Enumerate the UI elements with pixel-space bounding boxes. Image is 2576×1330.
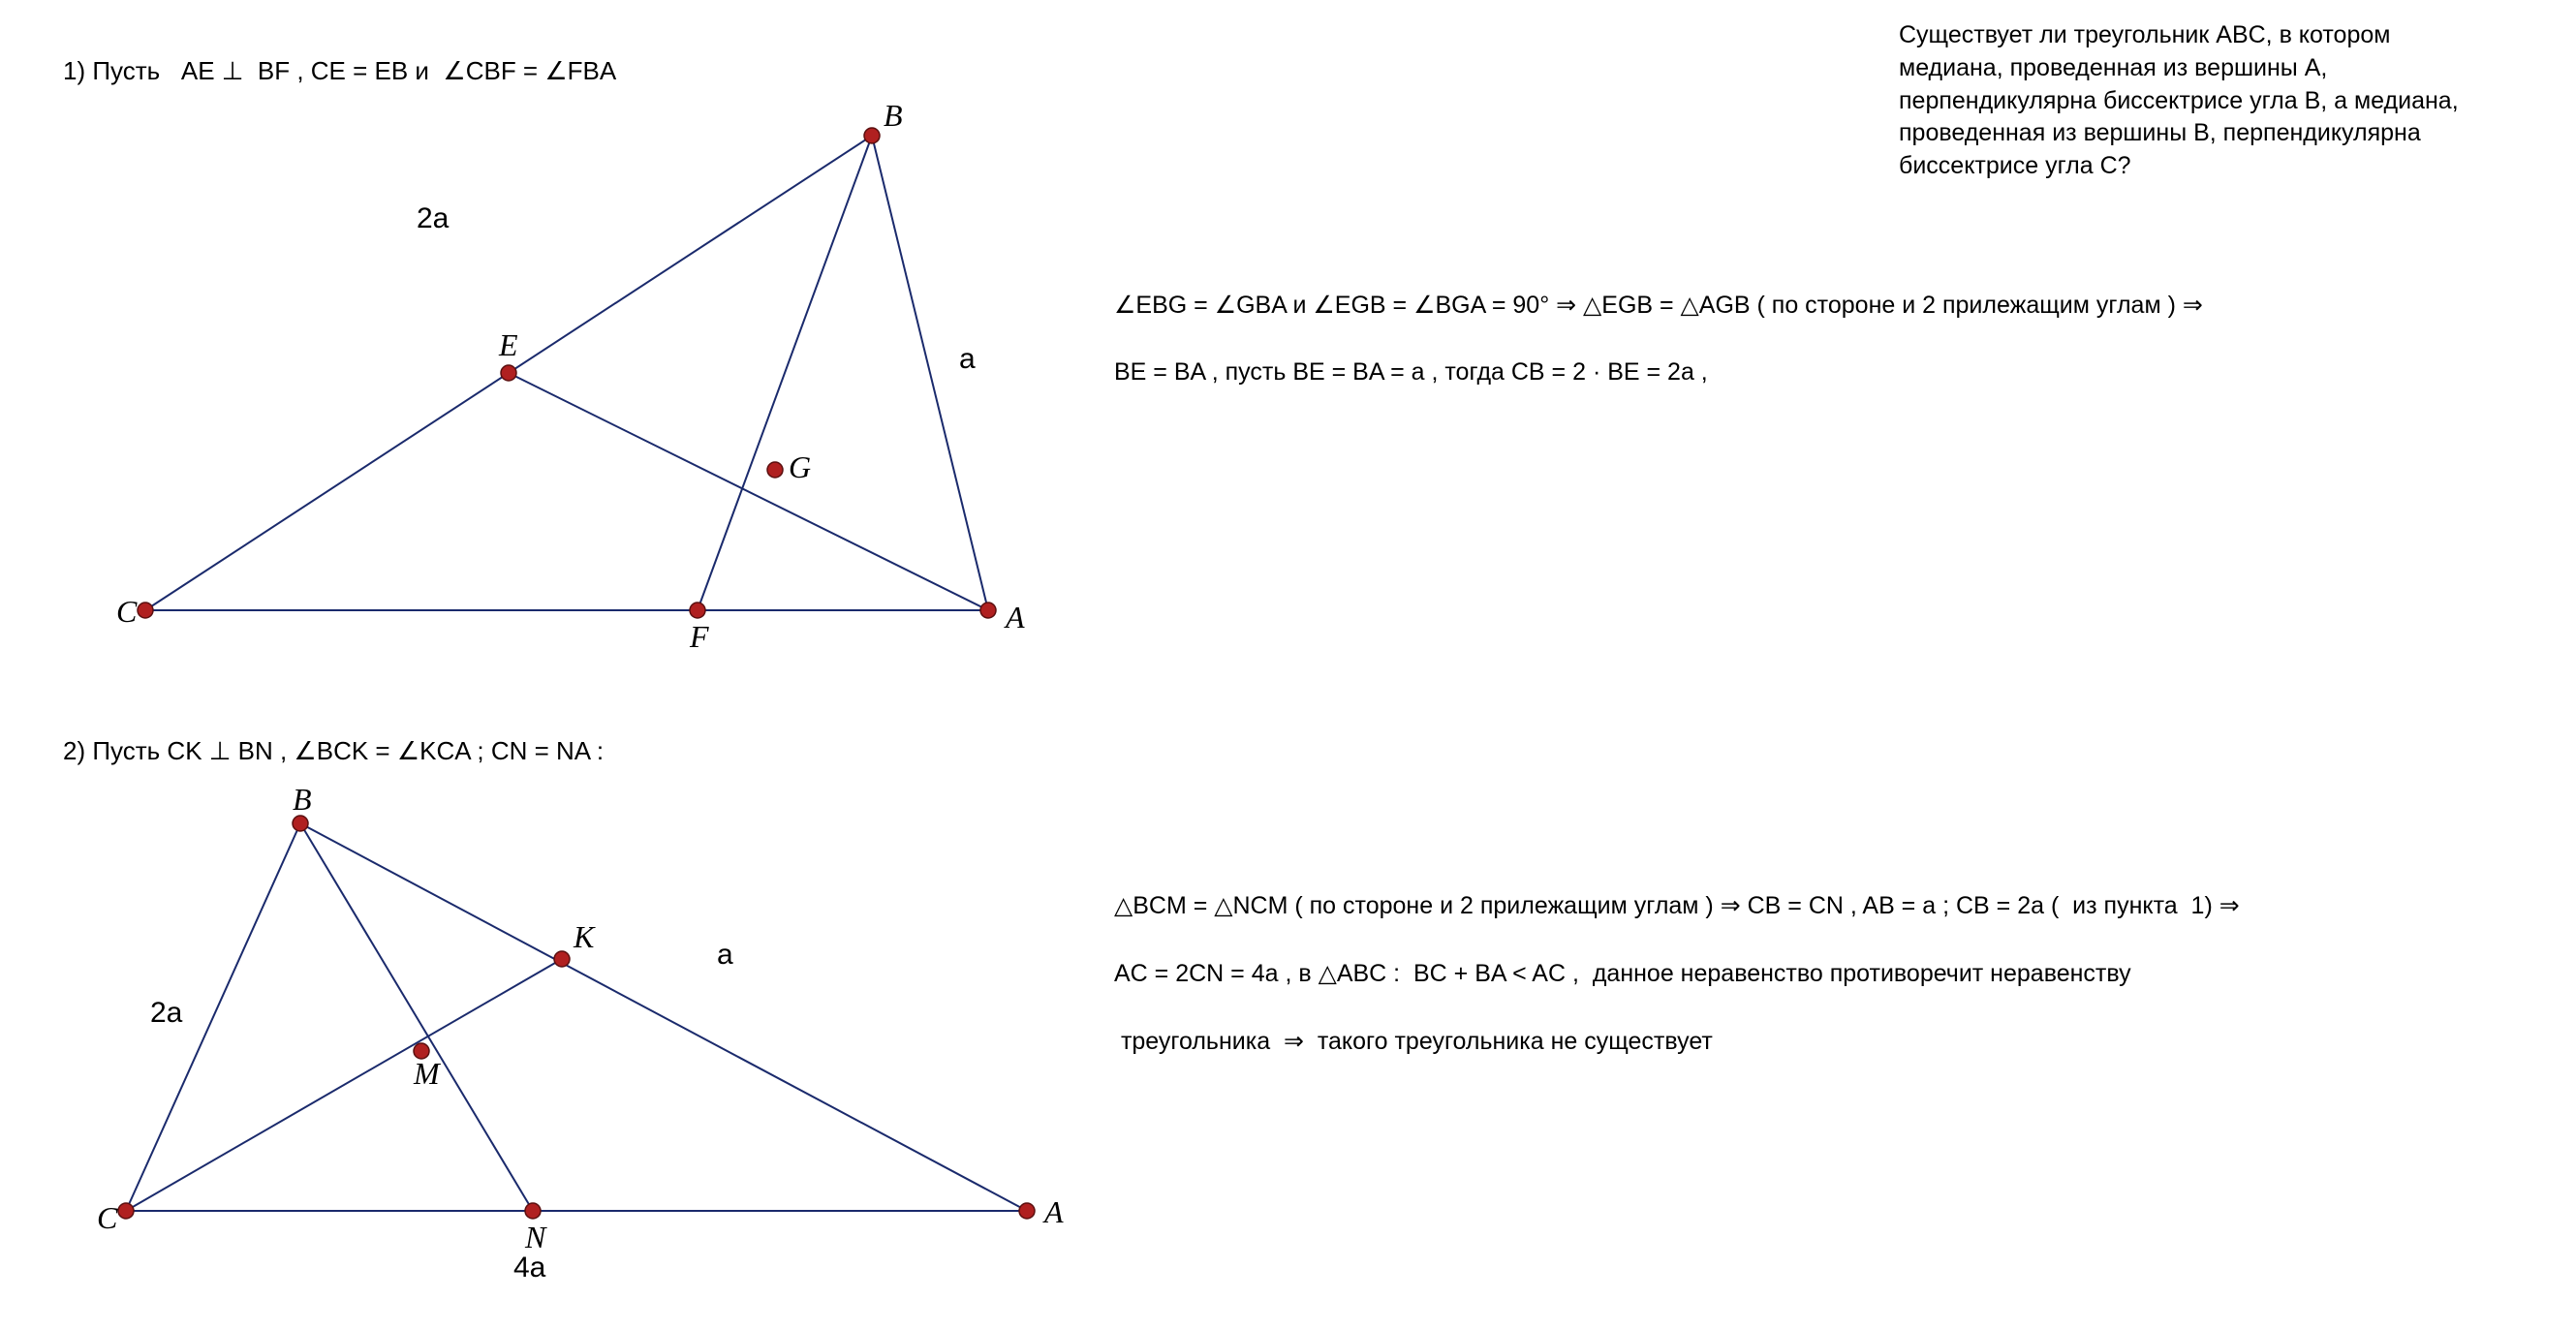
part1-label-C: C bbox=[116, 594, 138, 629]
part2-point-A bbox=[1019, 1203, 1035, 1219]
part2-point-C bbox=[118, 1203, 134, 1219]
part1-edge-AE bbox=[509, 373, 988, 610]
part2-sidelabel-1: a bbox=[717, 939, 733, 971]
part2-point-K bbox=[554, 951, 570, 967]
part2-proof-line-0: △BCM = △NCM ( по стороне и 2 прилежащим … bbox=[1114, 891, 2240, 920]
part2-label-K: K bbox=[573, 919, 596, 954]
part2-edge-BN bbox=[300, 823, 533, 1211]
part2-proof-line-1: AC = 2CN = 4a , в △ABC : BC + BA < AC , … bbox=[1114, 959, 2131, 988]
part2-label-B: B bbox=[293, 782, 312, 817]
part2-edge-CK bbox=[126, 959, 562, 1211]
part1-point-C bbox=[138, 603, 153, 618]
part1-point-G bbox=[767, 462, 783, 478]
part2-point-N bbox=[525, 1203, 541, 1219]
part2-edge-BA bbox=[300, 823, 1027, 1211]
part1-heading: 1) Пусть AE ⊥ BF , CE = EB и ∠CBF = ∠FBA bbox=[63, 56, 616, 86]
part1-point-F bbox=[690, 603, 705, 618]
part1-label-A: A bbox=[1004, 600, 1025, 634]
part2-label-N: N bbox=[524, 1220, 547, 1254]
part2-proof-line-2: треугольника ⇒ такого треугольника не су… bbox=[1114, 1027, 1713, 1056]
part2-heading: 2) Пусть CK ⊥ BN , ∠BCK = ∠KCA ; CN = NA… bbox=[63, 736, 604, 766]
part1-proof-line-1: BE = BA , пусть BE = BA = a , тогда CB =… bbox=[1114, 358, 1708, 387]
part2-sidelabel-0: 2a bbox=[150, 997, 183, 1029]
part1-label-F: F bbox=[689, 619, 709, 654]
part1-label-E: E bbox=[498, 327, 518, 362]
part2-point-B bbox=[293, 816, 308, 831]
part1-proof-line-0: ∠EBG = ∠GBA и ∠EGB = ∠BGA = 90° ⇒ △EGB =… bbox=[1114, 291, 2203, 320]
part1-point-A bbox=[980, 603, 996, 618]
problem-statement: Существует ли треугольник ABC, в котором… bbox=[1899, 19, 2499, 183]
part1-point-B bbox=[864, 128, 880, 143]
part1-diagram: CABEFG2aa bbox=[116, 107, 1037, 649]
part1-label-B: B bbox=[884, 98, 903, 133]
part2-label-M: M bbox=[413, 1056, 442, 1091]
part1-label-G: G bbox=[789, 449, 811, 484]
part1-sidelabel-1: a bbox=[959, 343, 976, 375]
part1-sidelabel-0: 2a bbox=[417, 202, 450, 234]
part1-point-E bbox=[501, 365, 516, 381]
part2-label-A: A bbox=[1042, 1194, 1064, 1229]
part2-label-C: C bbox=[97, 1200, 118, 1235]
part2-sidelabel-2: 4a bbox=[513, 1252, 546, 1284]
part2-diagram: CABKMN2aa4a bbox=[97, 794, 1066, 1317]
